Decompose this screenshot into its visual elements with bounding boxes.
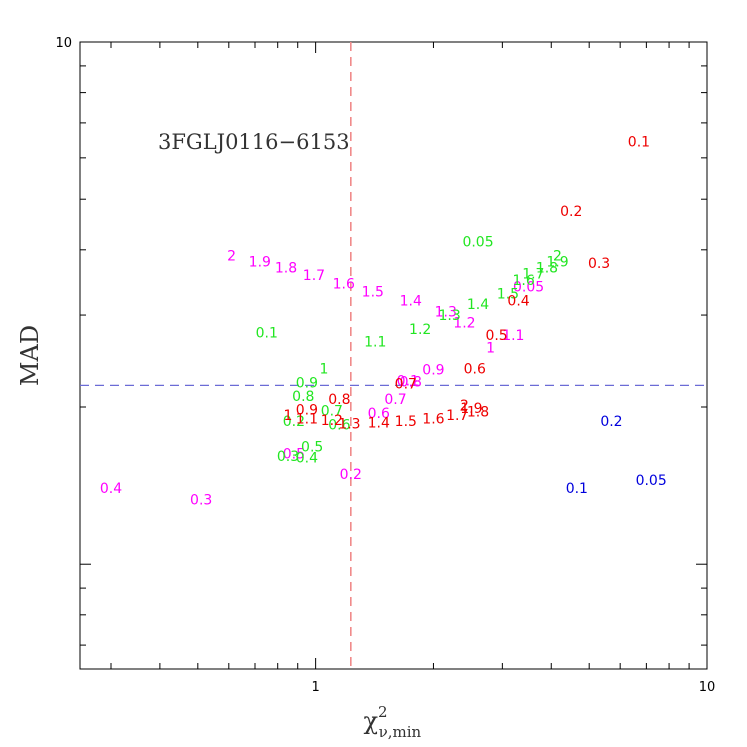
data-point-label: 1.9 [249, 254, 271, 270]
y-tick-label: 10 [55, 36, 72, 51]
data-point-label: 1.3 [439, 308, 461, 324]
data-point-label: 1.2 [453, 316, 475, 332]
data-point-label: 1.6 [422, 412, 444, 428]
data-point-label: 1.5 [497, 286, 519, 302]
data-point-label: 1 [319, 362, 328, 378]
x-axis-label-sub: ν,min [379, 723, 422, 741]
data-point-label: 0.7 [395, 376, 417, 392]
data-point-label: 1.3 [338, 416, 360, 432]
data-point-label: 1.1 [296, 412, 318, 428]
x-axis-label-base: χ [364, 707, 379, 735]
data-point-label: 0.2 [340, 467, 362, 483]
data-point-label: 0.5 [485, 328, 507, 344]
data-point-label: 1.4 [467, 297, 489, 313]
data-point-label: 0.05 [636, 473, 667, 489]
data-point-label: 1.8 [536, 260, 558, 276]
data-point-label: 0.4 [507, 293, 529, 309]
data-point-label: 2 [460, 398, 469, 414]
data-point-label: 1.3 [435, 304, 457, 320]
data-point-label: 0.6 [368, 406, 390, 422]
data-point-label: 1.4 [400, 293, 422, 309]
data-point-label: 0.8 [328, 392, 350, 408]
data-point-label: 1.4 [368, 415, 390, 431]
data-point-label: 1 [284, 408, 293, 424]
data-point-label: 0.6 [464, 362, 486, 378]
data-point-label: 0.9 [296, 375, 318, 391]
data-point-label: 1.1 [364, 334, 386, 350]
axis-ticks: 1 10 10 [55, 36, 715, 695]
data-points: 0.40.32 1.9 1.8 1.71.61.51.41.31.21.110.90.… [100, 134, 667, 508]
data-point-label: 0.9 [422, 362, 444, 378]
x-tick-label: 10 [699, 680, 716, 695]
data-point-label: 0.7 [384, 392, 406, 408]
x-tick-label: 1 [311, 680, 319, 695]
data-point-label: 1.2 [321, 413, 343, 429]
data-point-label: 0.2 [600, 414, 622, 430]
data-point-label: 0.05 [513, 280, 544, 296]
data-point-label: 1.6 [333, 276, 355, 292]
data-point-label: 1.2 [409, 322, 431, 338]
data-point-label: 0.8 [292, 389, 314, 405]
data-point-label: 1.6 [513, 273, 535, 289]
data-point-label: 0.1 [397, 373, 419, 389]
data-point-label: 1.1 [502, 328, 524, 344]
data-point-label: 2 [553, 249, 562, 265]
data-point-label: 1.8 [275, 260, 297, 276]
data-point-label: 1 [486, 341, 495, 357]
y-axis-label: MAD [16, 325, 44, 386]
data-point-label: 1.5 [362, 284, 384, 300]
data-point-label: 1.9 [546, 254, 568, 270]
data-point-label: 1.5 [395, 414, 417, 430]
data-point-label: 0.3 [588, 256, 610, 272]
data-point-label: 2 [227, 249, 236, 265]
data-point-label: 1.7 [446, 408, 468, 424]
data-point-label: 1.9 [460, 401, 482, 417]
data-point-label: 1.8 [467, 405, 489, 421]
data-point-label: 0.2 [283, 414, 305, 430]
plot-border [79, 41, 708, 670]
x-axis-label-sup: 2 [378, 703, 388, 721]
data-point-label: 0.1 [256, 325, 278, 341]
data-point-label: 0.8 [400, 374, 422, 390]
data-point-label: 0.4 [296, 451, 318, 467]
data-point-label: 0.1 [566, 481, 588, 497]
plot-frame [79, 41, 708, 670]
data-point-label: 0.5 [301, 440, 323, 456]
data-point-label: 0.05 [462, 234, 493, 250]
data-point-label: 1.7 [522, 267, 544, 283]
data-point-label: 0.5 [283, 446, 305, 462]
chart-annotation: 3FGLJ0116−6153 [158, 130, 350, 154]
data-point-label: 0.3 [190, 493, 212, 509]
data-point-label: 0.7 [321, 403, 343, 419]
data-point-label: 0.4 [100, 481, 122, 497]
x-axis-label: χ2 ν,min [364, 703, 422, 741]
data-point-label: 0.2 [560, 204, 582, 220]
data-point-label: 0.3 [277, 449, 299, 465]
data-point-label: 1.7 [303, 268, 325, 284]
data-point-label: 0.6 [328, 418, 350, 434]
data-point-label: 0.9 [296, 402, 318, 418]
data-point-label: 0.1 [628, 134, 650, 150]
